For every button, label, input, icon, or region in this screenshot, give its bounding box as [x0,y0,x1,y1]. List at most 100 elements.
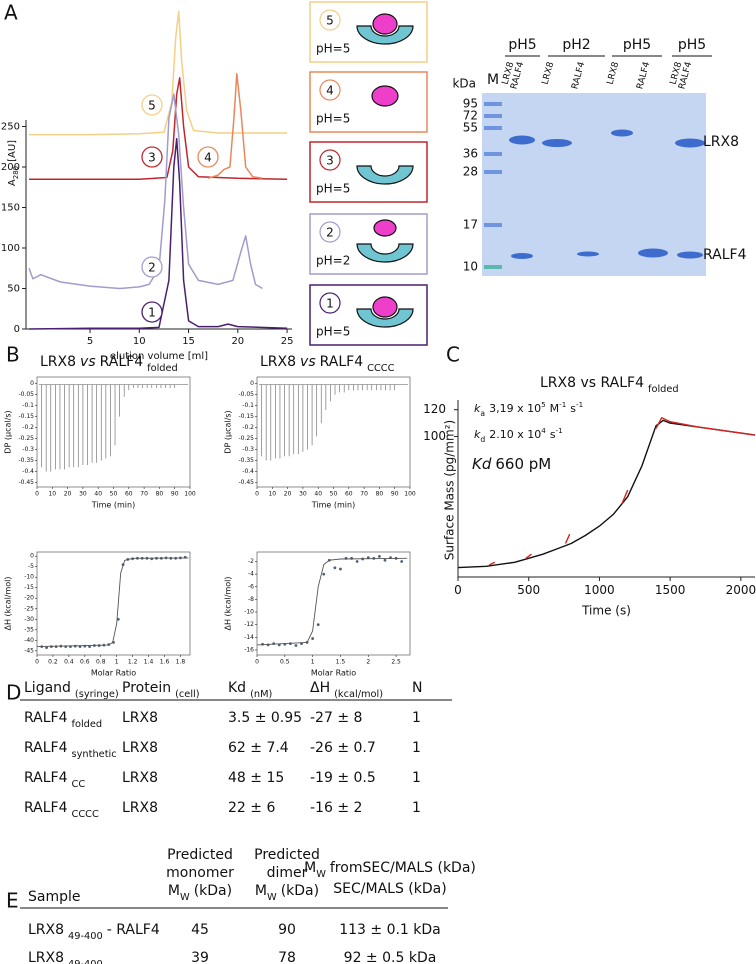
x-tick-label: 1.5 [336,658,346,665]
y-axis-label-part: A [7,179,18,186]
y-tick-label: -6 [248,583,254,590]
dissociation-constant-part: Kd [472,455,492,473]
table-header-part: (kDa) [194,883,232,899]
table-cell-part: RALF4 [24,710,68,726]
table-cell-part: 49-400 [68,959,103,964]
chart-title-part: LRX8 [40,354,76,370]
y-axis-label-part: 280 [12,166,20,179]
y-tick-label: -25 [24,605,34,612]
x-tick-label: 90 [391,490,399,497]
x-tick-label: 1 [115,658,119,665]
ralf4-shape [372,13,398,35]
protein-band [509,135,535,145]
x-tick-label: 30 [299,490,307,497]
data-point [339,567,342,571]
fit-line [36,557,189,648]
marker-band [484,114,502,118]
y-tick-label: -0.1 [22,402,34,409]
rate-constant-part: k [474,402,481,415]
x-tick-label: 100 [184,490,196,497]
table-cell: 45 [191,922,209,938]
table-header: SEC/MALS (kDa) [333,881,446,897]
rate-constant-part: -1 [576,400,583,409]
y-tick-label: -0.4 [242,468,254,475]
chart-title-part: LRX8 [260,354,296,370]
table-cell: 92 ± 0.5 kDa [344,950,437,964]
series-marker-circle [141,256,163,278]
x-tick-label: 25 [281,336,294,347]
series-marker-circle [141,94,163,116]
y-tick-label: -0.2 [242,424,254,431]
dissociation-constant: Kd 660 pM [472,455,551,473]
rate-constant-part: 5 [541,400,546,409]
table-header-part: Ligand [24,680,71,696]
series-line [29,10,288,136]
rate-constant-part: d [480,435,485,444]
y-tick-label: -0.4 [22,468,34,475]
panel-label: A [4,1,18,25]
series-line [29,77,288,180]
series-line [488,417,756,566]
lrx8-shape [356,25,414,45]
x-tick-label: 60 [125,490,133,497]
x-tick-label: 30 [79,490,87,497]
band-label: LRX8 [703,134,739,150]
scheme-ph: pH=5 [316,182,350,196]
lane-label: LRX8 [541,61,557,86]
table-cell: 62 ± 7.4 [228,740,289,756]
x-tick-label: 40 [94,490,102,497]
x-tick-label: 10 [48,490,56,497]
table-cell-part: LRX8 [28,922,64,938]
marker-lane-label: M [487,72,499,88]
table-header: Kd (nM) [228,680,272,700]
rate-constant-part: s [570,402,576,415]
table-header-part: (cell) [175,689,200,700]
x-tick-label: 20 [64,490,72,497]
kda-label: kDa [452,77,476,91]
marker-size-label: 72 [463,109,478,123]
x-tick-label: 90 [171,490,179,497]
rate-constant-part: -1 [556,426,563,435]
band-label: RALF4 [703,247,747,263]
table-cell-part: 49-400 [68,931,103,942]
scheme-ph: pH=5 [316,112,350,126]
table-header-part: Kd [228,680,246,696]
y-axis-label: ΔH (kcal/mol) [4,576,13,630]
panel-label: D [6,681,21,705]
series-line [28,93,263,290]
table-header: dimer [267,865,308,881]
chart-title-part: CCCC [367,363,395,374]
x-tick-label: 0.5 [280,658,290,665]
table-header: Predicted [254,847,320,863]
scheme-number: 3 [326,154,334,168]
scheme-number-circle [319,149,341,171]
table-header: MW (kDa) [255,883,319,903]
y-tick-label: -0.05 [238,391,254,398]
protein-band [675,138,705,148]
table-header-part: W [267,892,277,903]
table-cell: 39 [191,950,209,964]
y-axis-label: Surface Mass (pg/mm²) [443,420,457,560]
ph-group-label: pH5 [678,37,706,53]
table-cell: RALF4 folded [24,710,102,730]
y-tick-label: -45 [24,647,34,654]
data-point [400,560,404,563]
ralf4-shape [371,85,399,107]
x-tick-label: 80 [156,490,164,497]
lane-label: RALF4 [570,61,587,91]
chart-title-part: folded [147,363,178,374]
x-tick-label: 70 [360,490,368,497]
marker-size-label: 36 [463,147,478,161]
y-tick-label: -0.25 [238,435,254,442]
scheme-number-circle [319,292,341,314]
scheme-number: 2 [326,226,334,240]
scheme-number: 1 [326,297,334,311]
ph-group-label: pH5 [623,37,651,53]
scheme-number: 4 [326,84,334,98]
table-header-part: M [255,883,267,899]
y-tick-label: -10 [244,609,254,616]
lrx8-shape [356,243,414,263]
table-cell: 90 [278,922,296,938]
data-point [45,646,48,650]
x-tick-label: 50 [330,490,338,497]
